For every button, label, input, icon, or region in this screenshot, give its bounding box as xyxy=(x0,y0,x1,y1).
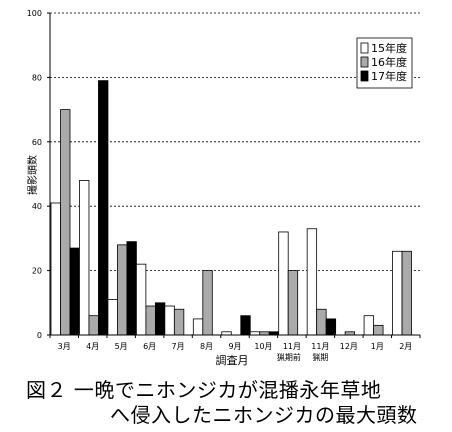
bar xyxy=(173,308,185,336)
x-tick-label: 12月 xyxy=(340,342,358,351)
y-tick-label: 20 xyxy=(32,267,42,276)
y-tick-label: 80 xyxy=(32,73,42,82)
x-tick-label: 8月 xyxy=(200,342,213,351)
bar xyxy=(316,308,327,336)
y-tick-label: 40 xyxy=(32,202,42,211)
x-tick-sublabel: 猟期 xyxy=(312,352,328,362)
x-tick-label: 11月 xyxy=(311,342,329,351)
x-tick-label: 1月 xyxy=(371,342,384,351)
legend-swatch xyxy=(360,42,369,54)
bar xyxy=(192,318,204,336)
bars xyxy=(50,80,412,336)
axes xyxy=(47,12,421,338)
bar xyxy=(154,302,166,336)
bar xyxy=(69,247,80,336)
bar xyxy=(392,250,403,336)
bar xyxy=(107,299,118,336)
x-tick-label: 4月 xyxy=(86,342,99,351)
legend-label: 15年度 xyxy=(371,41,407,55)
x-tick-label: 9月 xyxy=(228,342,241,351)
figure-caption-line-1: 図２ 一晩でニホンジカが混播永年草地 xyxy=(26,378,382,402)
bar xyxy=(325,318,337,336)
bar xyxy=(164,305,175,336)
x-tick-label: 3月 xyxy=(58,342,71,351)
bar xyxy=(306,228,318,336)
bar xyxy=(50,202,61,336)
legend-label: 16年度 xyxy=(371,55,407,69)
bar xyxy=(202,270,213,336)
bar xyxy=(373,324,384,336)
x-axis-label: 調査月 xyxy=(216,353,249,367)
bar xyxy=(363,315,374,336)
bar xyxy=(79,180,90,336)
bar xyxy=(88,315,99,336)
bar xyxy=(60,109,71,336)
bar xyxy=(98,80,109,336)
bar xyxy=(287,270,299,336)
legend-label: 17年度 xyxy=(371,69,407,83)
legend-swatch xyxy=(360,56,369,68)
bar xyxy=(240,315,251,336)
bar xyxy=(135,263,147,336)
x-tick-label: 6月 xyxy=(143,342,156,351)
bar xyxy=(401,250,412,336)
bar xyxy=(145,305,156,336)
y-tick-label: 60 xyxy=(32,138,42,147)
x-tick-sublabel: 猟期前 xyxy=(277,352,301,362)
legend-swatch xyxy=(360,70,369,82)
x-tick-label: 2月 xyxy=(399,342,412,351)
x-tick-label: 5月 xyxy=(115,342,128,351)
figure-caption-line-2: へ侵入したニホンジカの最大頭数 xyxy=(110,403,418,427)
x-tick-label: 11月 xyxy=(283,342,301,351)
bar xyxy=(278,231,289,336)
bar xyxy=(126,241,137,336)
y-tick-labels: 0 20 40 60 80 100 xyxy=(27,9,42,340)
x-tick-label: 10月 xyxy=(254,342,272,351)
y-axis-label: 撮影頭数 xyxy=(26,155,39,195)
x-tick-label: 7月 xyxy=(172,342,185,351)
y-tick-label: 0 xyxy=(37,331,42,340)
y-tick-label: 100 xyxy=(27,9,42,18)
bar xyxy=(117,244,128,336)
